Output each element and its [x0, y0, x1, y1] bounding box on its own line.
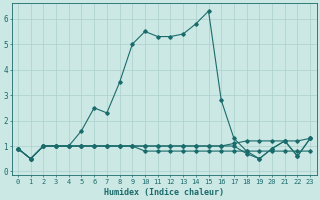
X-axis label: Humidex (Indice chaleur): Humidex (Indice chaleur): [104, 188, 224, 197]
